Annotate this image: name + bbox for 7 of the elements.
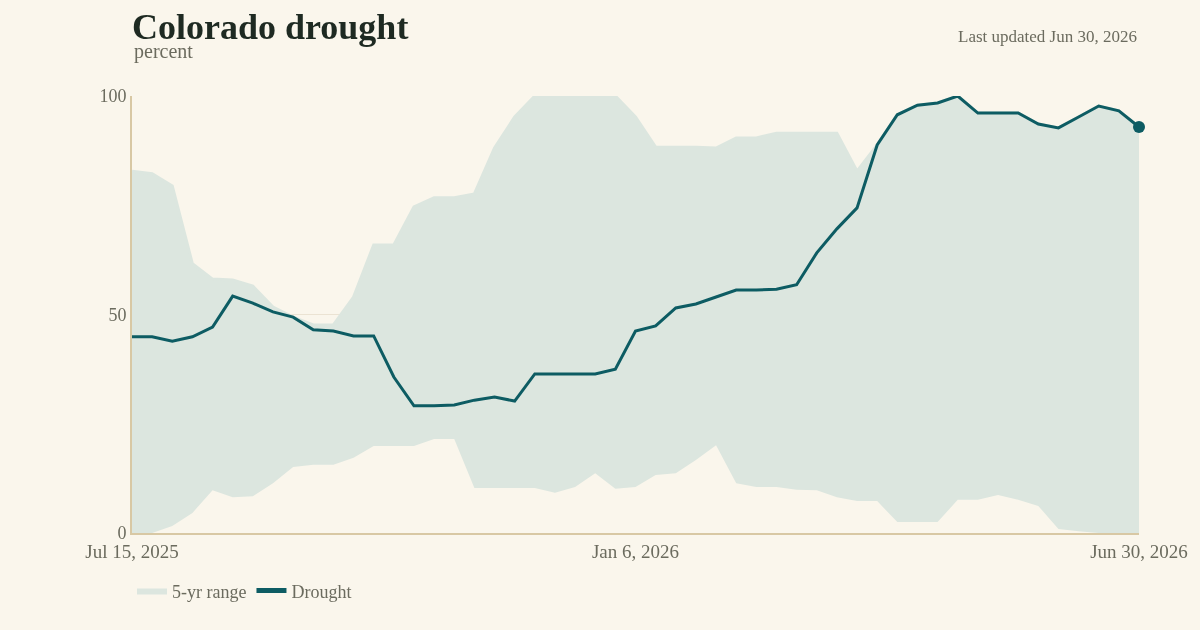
y-tick-label: 50 [108,304,127,325]
x-tick-label: Jan 6, 2026 [591,540,680,562]
text: Last updated Jun 30, 2026 [958,27,1137,46]
x-tick-label: Jun 30, 2026 [1090,540,1188,562]
legend-label: 5-yr range [172,581,247,602]
legend-label: Drought [291,581,352,602]
y-tick-label: 100 [99,86,127,107]
